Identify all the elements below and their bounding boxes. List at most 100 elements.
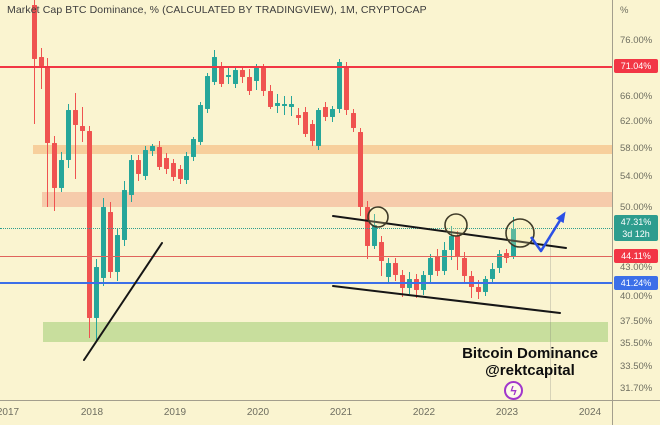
support-resistance-zone: [33, 144, 612, 154]
candle-down: [73, 109, 79, 126]
candle-down: [392, 263, 398, 276]
year-label-2023: 2023: [495, 407, 519, 418]
candle-down: [87, 130, 93, 318]
candle-up: [66, 109, 72, 161]
candle-down: [302, 111, 308, 135]
watermark-line1: Bitcoin Dominance: [462, 345, 598, 362]
candle-up: [59, 160, 65, 188]
price-lines-layer: [0, 65, 612, 285]
candle-up: [205, 76, 211, 110]
price-badge: 71.04%: [614, 59, 658, 74]
candle-wick: [33, 0, 35, 125]
candle-down: [156, 146, 162, 167]
price-tick-label: 50.00%: [620, 201, 653, 213]
candle-up: [330, 109, 336, 118]
price-tick-label: 54.00%: [620, 171, 653, 182]
candle-up: [288, 104, 294, 107]
candle-up: [184, 155, 190, 180]
price-tick-label: 66.00%: [620, 91, 653, 103]
candle-down: [379, 241, 384, 262]
price-level-line-71.04[interactable]: [0, 65, 612, 68]
candle-down: [323, 106, 329, 118]
countdown-timer: 3d 12h: [622, 229, 650, 240]
price-badge-value: 71.04%: [620, 61, 652, 72]
year-label-2022: 2022: [412, 407, 436, 418]
rekt-capital-logo: ϟ: [504, 381, 523, 400]
candle-down: [469, 276, 475, 287]
chart-legend-title[interactable]: Market Cap BTC Dominance, % (CALCULATED …: [7, 4, 427, 16]
candle-up: [142, 150, 148, 176]
price-badge-value: 41.24%: [620, 277, 652, 288]
candle-up: [121, 190, 127, 240]
year-label-2018: 2018: [80, 407, 104, 418]
candle-down: [170, 163, 176, 177]
price-tick-label: 43.00%: [620, 261, 653, 273]
price-level-line-47.31[interactable]: [0, 228, 612, 230]
candle-down: [462, 257, 468, 276]
candle-up: [191, 139, 197, 158]
watermark-line2: @rektcapital: [485, 362, 575, 379]
candle-down: [267, 91, 273, 107]
candle-up: [274, 102, 280, 107]
candle-down: [219, 66, 225, 85]
support-resistance-zone: [42, 191, 612, 208]
year-label-2019: 2019: [163, 407, 187, 418]
candle-up: [497, 253, 503, 269]
candle-down: [399, 275, 405, 288]
candle-up: [337, 62, 343, 109]
candle-up: [212, 57, 218, 83]
candle-down: [358, 132, 364, 207]
candle-up: [427, 257, 433, 276]
candle-down: [52, 142, 58, 188]
price-axis-unit: %: [620, 5, 629, 16]
support-resistance-zone: [43, 322, 608, 342]
price-axis[interactable]: % 76.00% 66.00% 62.00% 58.00% 54.00% 50.00% 43…: [613, 0, 660, 400]
candle-up: [441, 250, 447, 272]
price-badge: 44.11%: [614, 249, 658, 263]
axis-separator-vertical: [612, 0, 613, 425]
zones-layer: [33, 144, 612, 400]
candle-down: [504, 253, 510, 259]
candle-down: [434, 255, 440, 272]
candle-down: [413, 278, 419, 291]
candle-up: [149, 146, 155, 151]
candle-wick: [40, 47, 42, 89]
price-tick-label: 62.00%: [620, 116, 653, 127]
price-level-line-41.24[interactable]: [0, 282, 612, 285]
candle-up: [198, 104, 204, 143]
candle-down: [80, 125, 86, 131]
lightning-bolt-icon: ϟ: [510, 383, 517, 398]
chart-plot-area[interactable]: Market Cap BTC Dominance, % (CALCULATED …: [0, 0, 612, 400]
candle-up: [128, 160, 134, 195]
candle-up: [490, 268, 496, 279]
candle-up: [233, 69, 239, 85]
year-label-2017: 2017: [0, 407, 20, 418]
price-tick-label: 31.70%: [620, 383, 653, 394]
year-label-2024: 2024: [578, 407, 602, 418]
candle-wick: [75, 92, 77, 179]
price-tick-label: 58.00%: [620, 142, 653, 154]
candle-down: [38, 57, 44, 66]
candle-wick: [82, 107, 84, 143]
candle-up: [316, 109, 322, 147]
candle-down: [247, 77, 252, 91]
candle-down: [177, 169, 183, 179]
price-level-line-44.11[interactable]: [0, 256, 612, 257]
price-badge-value: 44.11%: [621, 251, 651, 261]
candle-down: [45, 66, 51, 143]
candle-up: [226, 75, 232, 77]
candle-up: [385, 263, 391, 277]
candle-down: [135, 160, 141, 175]
year-label-2021: 2021: [329, 407, 353, 418]
price-badge: 47.31% 3d 12h: [614, 215, 658, 242]
price-tick-label: 35.50%: [620, 338, 653, 349]
price-badge: 41.24%: [614, 275, 658, 290]
candle-up: [281, 103, 287, 106]
axis-separator-horizontal: [0, 400, 660, 401]
time-axis[interactable]: 2017 2018 2019 2020 2021 2022 2023 2024: [0, 401, 660, 425]
watermark: Bitcoin Dominance @rektcapital: [450, 345, 610, 379]
price-tick-label: 37.50%: [620, 316, 653, 328]
candle-down: [344, 67, 350, 110]
candle-down: [309, 123, 315, 142]
